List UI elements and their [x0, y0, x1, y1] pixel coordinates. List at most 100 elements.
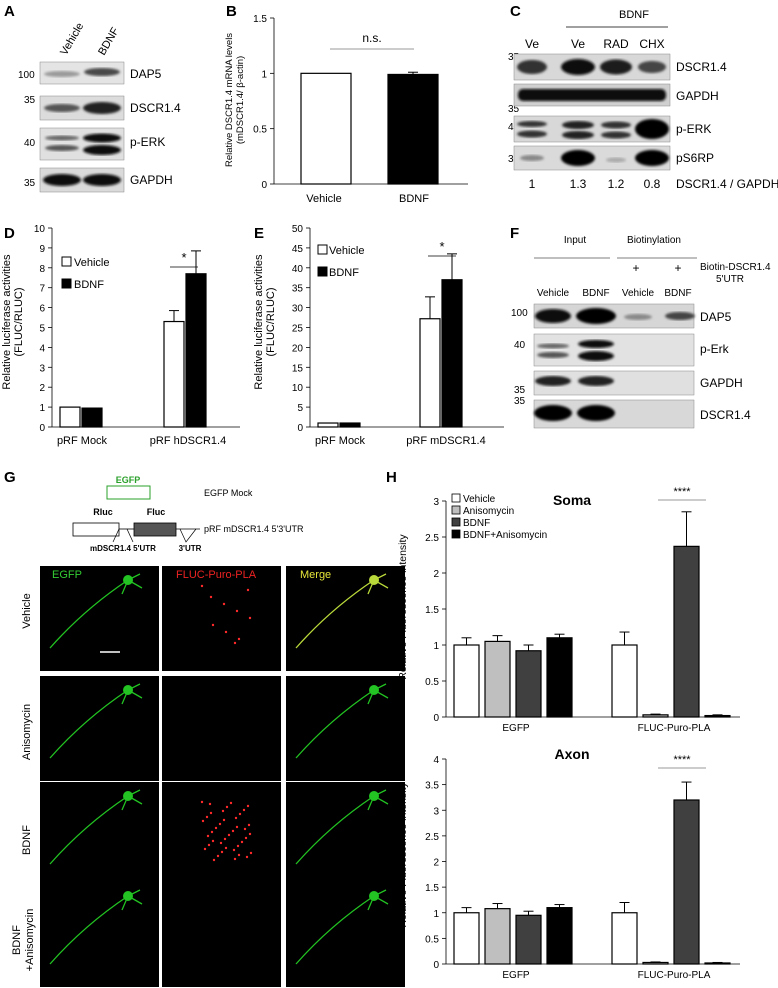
- y-tick-label: 1.5: [253, 14, 267, 25]
- ratio-value: 0.8: [644, 177, 661, 191]
- bar: [453, 644, 480, 718]
- axon-significance-label: ****: [673, 754, 691, 766]
- panel-g-construct-diagram: EGFP EGFP Mock Rluc Fluc pRF mDSCR1.4 5'…: [72, 475, 304, 553]
- blot-label: DSCR1.4: [676, 60, 727, 74]
- band: [635, 119, 669, 139]
- legend-label: BDNF: [463, 518, 490, 529]
- bar: [484, 640, 511, 718]
- band: [577, 405, 615, 421]
- rluc-label: Rluc: [93, 507, 113, 517]
- y-tick-label: 1.5: [425, 883, 439, 894]
- bar: [339, 422, 361, 428]
- pla-puncta: [245, 855, 249, 859]
- pla-puncta: [247, 823, 251, 827]
- ratio-value: 1.2: [608, 177, 625, 191]
- fluc-box: [133, 522, 177, 537]
- micrograph-tile: [40, 566, 159, 671]
- band: [665, 312, 695, 320]
- bar: [419, 318, 441, 428]
- mw-marker: 100: [18, 70, 35, 81]
- band: [517, 130, 547, 138]
- pla-puncta: [224, 630, 228, 634]
- bar: [515, 650, 542, 718]
- blot-label: p-Erk: [700, 342, 730, 356]
- pla-puncta: [242, 808, 246, 812]
- soma-y-axis-label: Relative Fluorescence intensity: [397, 534, 409, 680]
- blot-strip-dap5: [39, 61, 125, 85]
- y-tick-label: 3: [39, 363, 45, 374]
- band: [635, 150, 669, 166]
- y-tick-label: 30: [292, 304, 304, 315]
- pla-puncta: [219, 841, 223, 845]
- pla-puncta: [208, 802, 212, 806]
- row-label-vehicle: Vehicle: [21, 593, 33, 628]
- band: [534, 405, 572, 421]
- pla-puncta: [249, 851, 253, 855]
- lane-label: BDNF: [664, 288, 691, 299]
- y-tick-label: 0.5: [253, 125, 267, 136]
- neurite: [49, 895, 129, 965]
- y-axis-label-line1: Relative luciferase activities: [1, 254, 13, 390]
- egfp-description: EGFP Mock: [204, 488, 253, 498]
- panel-letter-c: C: [510, 3, 521, 20]
- mw-marker: 40: [514, 340, 526, 351]
- legend-label: BDNF+Anisomycin: [463, 530, 547, 541]
- panel-letter-b: B: [226, 3, 237, 20]
- band: [561, 150, 595, 166]
- row-label-bdnf: BDNF: [21, 825, 33, 855]
- plus-sign: +: [674, 261, 681, 275]
- pla-puncta: [235, 609, 239, 613]
- band: [561, 59, 595, 75]
- cell-soma: [123, 791, 133, 801]
- lane-label: Vehicle: [537, 288, 570, 299]
- significance-label: *: [439, 239, 444, 254]
- y-axis-label-line1: Relative DSCR1.4 mRNA levels: [224, 33, 235, 167]
- y-tick-label: 25: [292, 324, 304, 335]
- blot-label: DSCR1.4: [700, 408, 751, 422]
- pla-puncta: [246, 804, 250, 808]
- pla-puncta: [227, 833, 231, 837]
- y-tick-label: 45: [292, 244, 304, 255]
- channel-label-fluc: FLUC-Puro-PLA: [176, 569, 257, 581]
- blot-label: p-ERK: [676, 122, 711, 136]
- band: [537, 343, 569, 349]
- micrograph-tile: [286, 782, 405, 887]
- y-tick-label: 0.5: [425, 934, 439, 945]
- bar: [484, 908, 511, 965]
- pla-puncta: [222, 602, 226, 606]
- panel-letter-h: H: [386, 469, 397, 486]
- band: [517, 60, 547, 74]
- bar: [673, 545, 700, 718]
- mw-marker: 35: [514, 396, 526, 407]
- x-tick-label: Vehicle: [306, 193, 341, 205]
- pla-puncta: [224, 846, 228, 850]
- ratio-value: 1.3: [570, 177, 587, 191]
- blot-strip-perk: [39, 127, 125, 161]
- pla-puncta: [211, 623, 215, 627]
- y-tick-label: 2: [39, 383, 45, 394]
- legend-swatch: [451, 529, 461, 539]
- panel-letter-f: F: [510, 225, 519, 242]
- band: [638, 61, 666, 73]
- lane-label-vehicle: Vehicle: [58, 21, 86, 58]
- bar: [611, 912, 638, 965]
- lane-label: Vehicle: [622, 288, 655, 299]
- pla-puncta: [218, 822, 222, 826]
- bar: [515, 914, 542, 965]
- panel-d-chart: Relative luciferase activities (FLUC/RLU…: [1, 224, 240, 447]
- band: [601, 121, 631, 129]
- utr3-pointer: [179, 528, 197, 543]
- y-tick-label: 8: [39, 264, 45, 275]
- micrograph-tile: [286, 676, 405, 781]
- y-tick-label: 0: [433, 960, 439, 971]
- panel-a-western-blot: Vehicle BDNF 100 DAP5 35 DSCR1.4 40 p-ER…: [18, 21, 181, 193]
- row-label-anisomycin: Anisomycin: [21, 704, 33, 760]
- bar: [642, 714, 669, 718]
- ratio-value: 1: [529, 177, 536, 191]
- cell-soma: [369, 891, 379, 901]
- band: [517, 121, 547, 127]
- pla-puncta: [222, 818, 226, 822]
- bar: [59, 406, 81, 428]
- y-tick-label: 15: [292, 363, 304, 374]
- probe-label-line2: 5'UTR: [716, 274, 744, 285]
